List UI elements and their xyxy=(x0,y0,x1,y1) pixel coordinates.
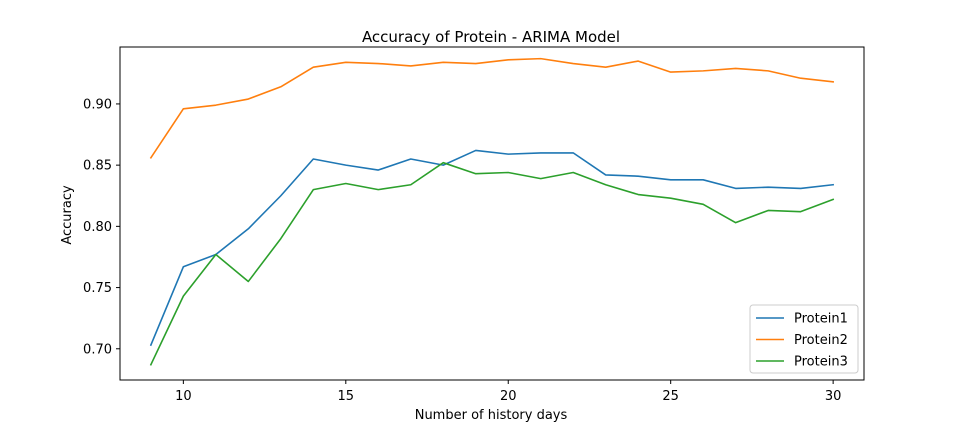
y-tick-label: 0.80 xyxy=(83,220,112,235)
series-line-protein2 xyxy=(149,57,835,159)
x-axis: 10 15 20 25 30 xyxy=(175,380,841,404)
y-axis-title: Accuracy xyxy=(60,185,75,245)
y-tick-label: 0.70 xyxy=(83,342,112,357)
chart-title: Accuracy of Protein - ARIMA Model xyxy=(362,28,620,46)
legend-label: Protein2 xyxy=(794,333,848,348)
legend-label: Protein3 xyxy=(794,355,848,370)
y-axis: 0.70 0.75 0.80 0.85 0.90 xyxy=(83,97,120,357)
x-tick-label: 15 xyxy=(338,389,355,404)
x-tick-label: 10 xyxy=(175,389,192,404)
plot-frame xyxy=(119,46,865,381)
x-tick-label: 30 xyxy=(825,389,842,404)
series-line-protein1 xyxy=(149,149,835,347)
series-layer xyxy=(149,57,835,366)
series-line-protein3 xyxy=(149,161,835,366)
legend-box xyxy=(749,304,859,374)
x-tick-label: 25 xyxy=(662,389,679,404)
y-tick-label: 0.85 xyxy=(83,159,112,174)
legend-label: Protein1 xyxy=(794,312,848,327)
legend: Protein1 Protein2 Protein3 xyxy=(749,304,859,374)
x-tick-label: 20 xyxy=(500,389,517,404)
y-tick-label: 0.90 xyxy=(83,97,112,112)
y-tick-label: 0.75 xyxy=(83,281,112,296)
x-axis-title: Number of history days xyxy=(415,408,568,423)
